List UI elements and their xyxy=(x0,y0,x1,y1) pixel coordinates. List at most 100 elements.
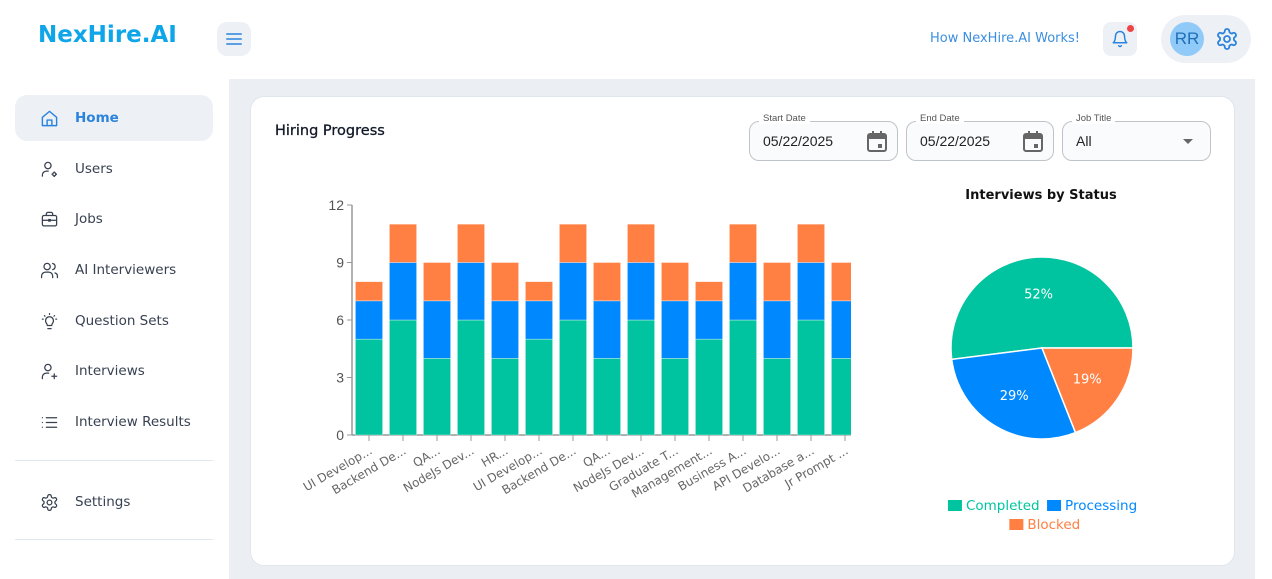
y-tick-label: 0 xyxy=(336,427,344,443)
y-tick-label: 12 xyxy=(328,197,344,213)
pie-slice-completed xyxy=(950,256,1134,361)
sidebar-item-interviews[interactable]: Interviews xyxy=(15,348,213,394)
bar-segment-blocked xyxy=(831,262,851,302)
legend-label-completed: Completed xyxy=(966,498,1040,514)
pie-slice-blocked xyxy=(1040,347,1134,434)
bar-segment-blocked xyxy=(593,262,621,302)
sidebar-item-question-sets[interactable]: Question Sets xyxy=(15,298,213,344)
bar-segment-processing xyxy=(661,300,689,359)
notification-badge xyxy=(1127,25,1134,32)
hiring-progress-card: Hiring Progress Start Date 05/22/2025 En… xyxy=(250,96,1235,566)
bar-segment-completed xyxy=(763,358,791,436)
bar-segment-completed xyxy=(355,338,383,436)
bar-segment-blocked xyxy=(661,262,689,302)
start-date-field[interactable]: Start Date 05/22/2025 xyxy=(749,113,898,161)
pie-slice-label: 52% xyxy=(1024,288,1053,303)
bar-segment-blocked xyxy=(457,223,485,263)
legend-label-blocked: Blocked xyxy=(1027,517,1080,533)
end-date-field[interactable]: End Date 05/22/2025 xyxy=(906,113,1054,161)
bar-segment-processing xyxy=(831,300,851,359)
sidebar-divider xyxy=(15,460,213,461)
start-date-value: 05/22/2025 xyxy=(763,133,834,149)
logo[interactable]: NexHire.AI xyxy=(38,22,177,48)
bar-segment-blocked xyxy=(797,223,825,263)
pie-slice-label: 19% xyxy=(1073,373,1102,388)
bar-segment-processing xyxy=(729,262,757,321)
calendar-icon[interactable] xyxy=(1023,131,1043,152)
profile-menu[interactable]: RR xyxy=(1161,15,1251,63)
sidebar-item-label: Settings xyxy=(75,494,131,510)
gear-icon xyxy=(39,492,59,512)
lightbulb-icon xyxy=(39,311,59,331)
how-it-works-link[interactable]: How NexHire.AI Works! xyxy=(930,31,1081,46)
pie-slice-processing xyxy=(950,347,1077,440)
sidebar-item-label: Home xyxy=(75,110,119,126)
user-settings-icon xyxy=(39,159,59,179)
sidebar-item-users[interactable]: Users xyxy=(15,146,213,192)
interviews-by-status-pie-chart: Interviews by Status 52% 29% 19% Completed Pr… xyxy=(947,188,1137,533)
bar-segment-blocked xyxy=(763,262,791,302)
bar-segment-processing xyxy=(559,262,587,321)
bar-segment-processing xyxy=(525,300,553,340)
bar-segment-processing xyxy=(695,300,723,340)
briefcase-icon xyxy=(39,209,59,229)
legend-swatch-blocked xyxy=(1009,519,1024,530)
legend-label-processing: Processing xyxy=(1065,498,1137,514)
bar-segment-blocked xyxy=(559,223,587,263)
bar-segment-processing xyxy=(457,262,485,321)
sidebar-item-label: Jobs xyxy=(75,211,103,227)
bar-segment-processing xyxy=(593,300,621,359)
sidebar: Home Users Jobs AI Interviewers Question… xyxy=(0,79,229,579)
bar-segment-processing xyxy=(355,300,383,340)
sidebar-divider xyxy=(15,539,213,540)
end-date-label: End Date xyxy=(916,113,964,124)
sidebar-item-label: Interviews xyxy=(75,363,145,379)
y-tick-label: 9 xyxy=(336,255,344,271)
bar-segment-blocked xyxy=(525,281,553,302)
job-title-value: All xyxy=(1076,133,1092,149)
sidebar-item-ai-interviewers[interactable]: AI Interviewers xyxy=(15,247,213,293)
bar-segment-blocked xyxy=(627,223,655,263)
notifications-button[interactable] xyxy=(1103,22,1137,56)
sidebar-item-home[interactable]: Home xyxy=(15,95,213,141)
calendar-icon[interactable] xyxy=(867,131,887,152)
sidebar-item-label: AI Interviewers xyxy=(75,262,177,278)
bar-segment-blocked xyxy=(355,281,383,302)
sidebar-item-label: Users xyxy=(75,161,113,177)
bar-segment-processing xyxy=(389,262,417,321)
chevron-down-icon xyxy=(1183,139,1193,144)
bar-segment-completed xyxy=(695,338,723,436)
card-title: Hiring Progress xyxy=(275,123,385,139)
sidebar-item-jobs[interactable]: Jobs xyxy=(15,196,213,242)
bar-segment-completed xyxy=(831,358,851,436)
bar-segment-completed xyxy=(593,358,621,436)
pie-title: Interviews by Status xyxy=(965,188,1117,203)
legend-swatch-processing xyxy=(1047,500,1062,511)
bar-segment-completed xyxy=(797,319,825,436)
avatar[interactable]: RR xyxy=(1170,22,1204,56)
menu-toggle-button[interactable] xyxy=(217,22,251,56)
sidebar-item-interview-results[interactable]: Interview Results xyxy=(15,399,213,445)
sidebar-item-label: Question Sets xyxy=(75,313,169,329)
bar-segment-completed xyxy=(389,319,417,436)
bell-icon xyxy=(1112,30,1128,48)
bar-segment-processing xyxy=(627,262,655,321)
bar-segment-completed xyxy=(661,358,689,436)
sidebar-item-label: Interview Results xyxy=(75,414,191,430)
bar-segment-blocked xyxy=(491,262,519,302)
bar-segment-blocked xyxy=(389,223,417,263)
sidebar-item-settings[interactable]: Settings xyxy=(15,479,213,525)
hamburger-icon xyxy=(226,33,242,45)
list-icon xyxy=(39,412,59,432)
start-date-label: Start Date xyxy=(759,113,810,124)
bar-segment-completed xyxy=(423,358,451,436)
bar-segment-completed xyxy=(457,319,485,436)
bar-segment-processing xyxy=(763,300,791,359)
bar-segment-completed xyxy=(491,358,519,436)
legend-swatch-completed xyxy=(947,500,962,511)
bar-segment-completed xyxy=(729,319,757,436)
job-title-select[interactable]: Job Title All xyxy=(1062,113,1211,161)
bar-segment-processing xyxy=(491,300,519,359)
gear-icon[interactable] xyxy=(1215,27,1239,51)
